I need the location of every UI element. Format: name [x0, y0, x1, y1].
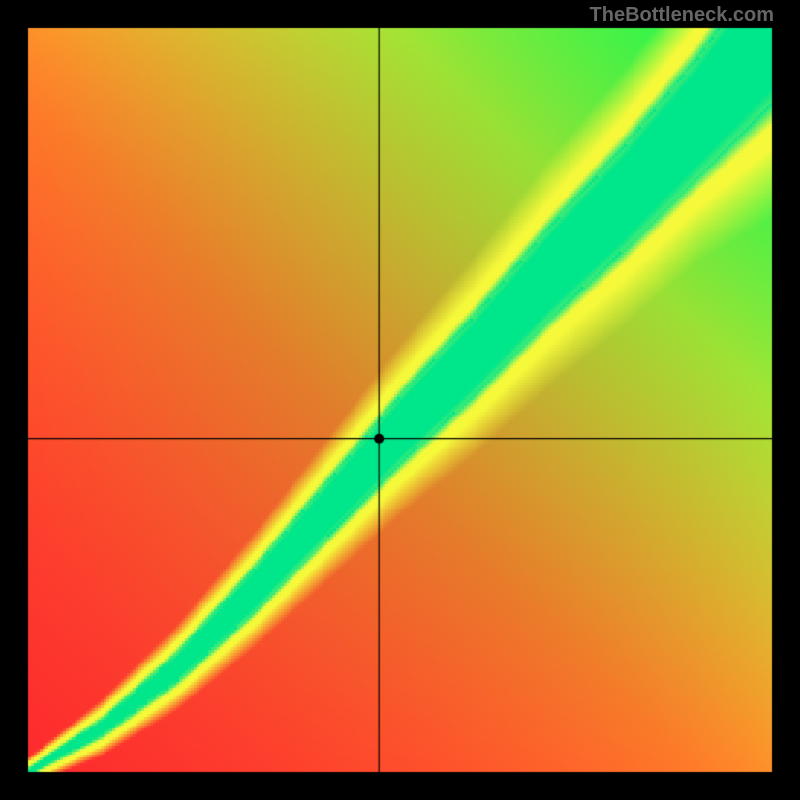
attribution-text: TheBottleneck.com: [590, 4, 774, 27]
bottleneck-chart-container: { "attribution": { "text": "TheBottlenec…: [0, 0, 800, 800]
bottleneck-heatmap: [0, 0, 800, 800]
